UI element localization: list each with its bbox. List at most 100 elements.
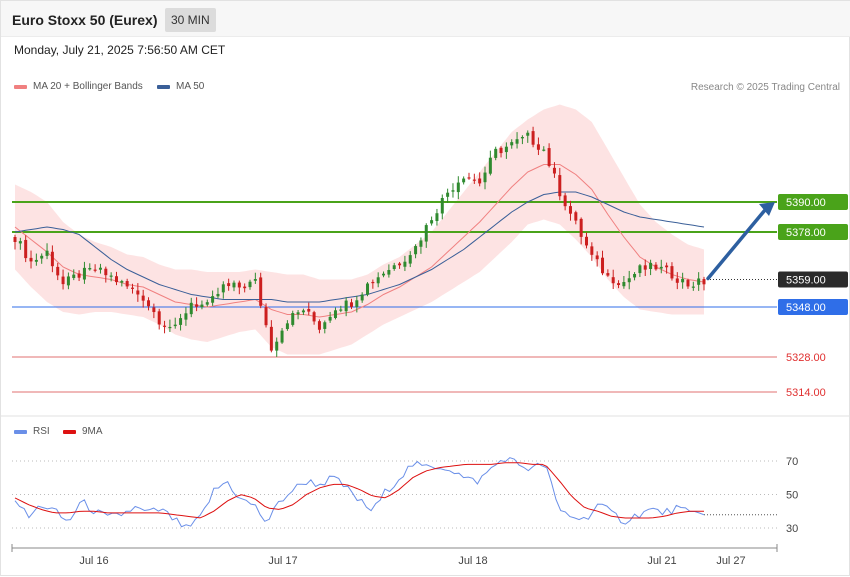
candle-body [307,308,311,312]
candle-body [237,282,241,288]
timeframe-button[interactable]: 30 MIN [165,8,216,32]
candle-body [371,281,375,284]
projection [706,202,775,281]
header-bar: Euro Stoxx 50 (Eurex) 30 MIN [1,1,850,37]
candle-body [627,278,631,283]
candle-body [414,246,418,255]
credit-text: Research © 2025 Trading Central [690,82,840,93]
candle-body [179,318,183,325]
timestamp: Monday, July 21, 2025 7:56:50 AM CET [14,43,226,57]
level-label: 5314.00 [786,387,826,399]
candle-body [665,265,669,268]
instrument-title: Euro Stoxx 50 (Eurex) [12,12,158,28]
candle-body [643,265,647,270]
candle-body [601,257,605,274]
candle-body [221,284,225,293]
candle-body [638,265,642,274]
legend-ma50-label: MA 50 [176,81,205,92]
candle-body [141,295,145,301]
price-levels: 5390.00 5378.00 5359.00 5348.00 5328.00 5314.… [12,194,848,399]
candle-body [478,178,482,184]
candle-body [61,276,65,285]
candle-body [504,146,508,153]
candle-body [317,321,321,330]
level-label: 5328.00 [786,352,826,364]
candle-body [312,312,316,322]
bollinger-band-area [15,104,704,355]
level-label: 5348.00 [786,302,826,314]
projection-arrowhead-icon [759,202,775,216]
candle-body [595,255,599,260]
candle-body [232,282,236,288]
candle-body [184,313,188,320]
candle-body [510,142,514,146]
rsi-tick-label: 50 [786,490,798,502]
level-tag-resistance [778,194,848,210]
candle-body [542,149,546,151]
legend-rsi9: 9MA [63,426,103,437]
candle-body [104,268,108,276]
rsi-tick-label: 70 [786,456,798,468]
candle-body [520,136,524,139]
candle-body [494,148,498,158]
candle-body [472,179,476,181]
candle-body [34,259,38,262]
candle-body [344,300,348,312]
candle-body [430,220,434,224]
candle-body [45,250,49,256]
candle-body [131,287,135,289]
candle-body [366,283,370,295]
candle-body [50,251,54,267]
candle-body [355,300,359,307]
candle-body [157,311,161,325]
candle-body [18,241,22,244]
candle-body [205,302,209,305]
rsi-line [14,457,705,528]
rsi9-swatch-icon [63,429,76,434]
bollinger-band [15,104,704,355]
time-axis: Jul 16 Jul 17 Jul 18 Jul 21 Jul 27 [11,544,778,567]
candle-body [531,131,535,145]
candle-body [72,274,76,279]
candle-body [649,262,653,270]
candle-body [248,281,252,288]
level-label: 5359.00 [786,275,826,287]
candle-body [499,147,503,154]
rsi-swatch-icon [14,429,27,434]
ma50-line [14,191,705,303]
candle-body [456,182,460,193]
candle-body [333,310,337,319]
candle-body [376,277,380,284]
x-tick-label: Jul 16 [79,555,108,567]
candle-body [120,281,124,283]
candle-body [93,269,97,271]
candle-body [29,257,33,262]
candle-body [259,277,263,306]
candle-body [403,261,407,267]
candle-body [606,273,610,276]
legend-rsi9-label: 9MA [82,426,103,437]
candle-body [269,326,273,351]
candle-body [451,190,455,192]
candle-body [147,300,151,307]
legend-ma50: MA 50 [157,81,204,92]
legend-ma20: MA 20 + Bollinger Bands [14,81,143,92]
candles [13,126,706,357]
candle-body [328,316,332,321]
candle-body [200,304,204,308]
candle-body [697,278,701,285]
candle-body [675,278,679,283]
candle-body [659,266,663,269]
candle-body [163,325,167,327]
candle-body [515,139,519,144]
x-tick-label: Jul 18 [458,555,487,567]
candle-body [189,302,193,315]
candle-body [424,225,428,242]
candle-body [483,172,487,183]
candle-body [66,276,70,286]
candle-body [547,148,551,167]
rsi-panel: 70 50 30 [1,415,850,535]
candle-body [285,323,289,330]
level-tag-pivot [778,299,848,315]
